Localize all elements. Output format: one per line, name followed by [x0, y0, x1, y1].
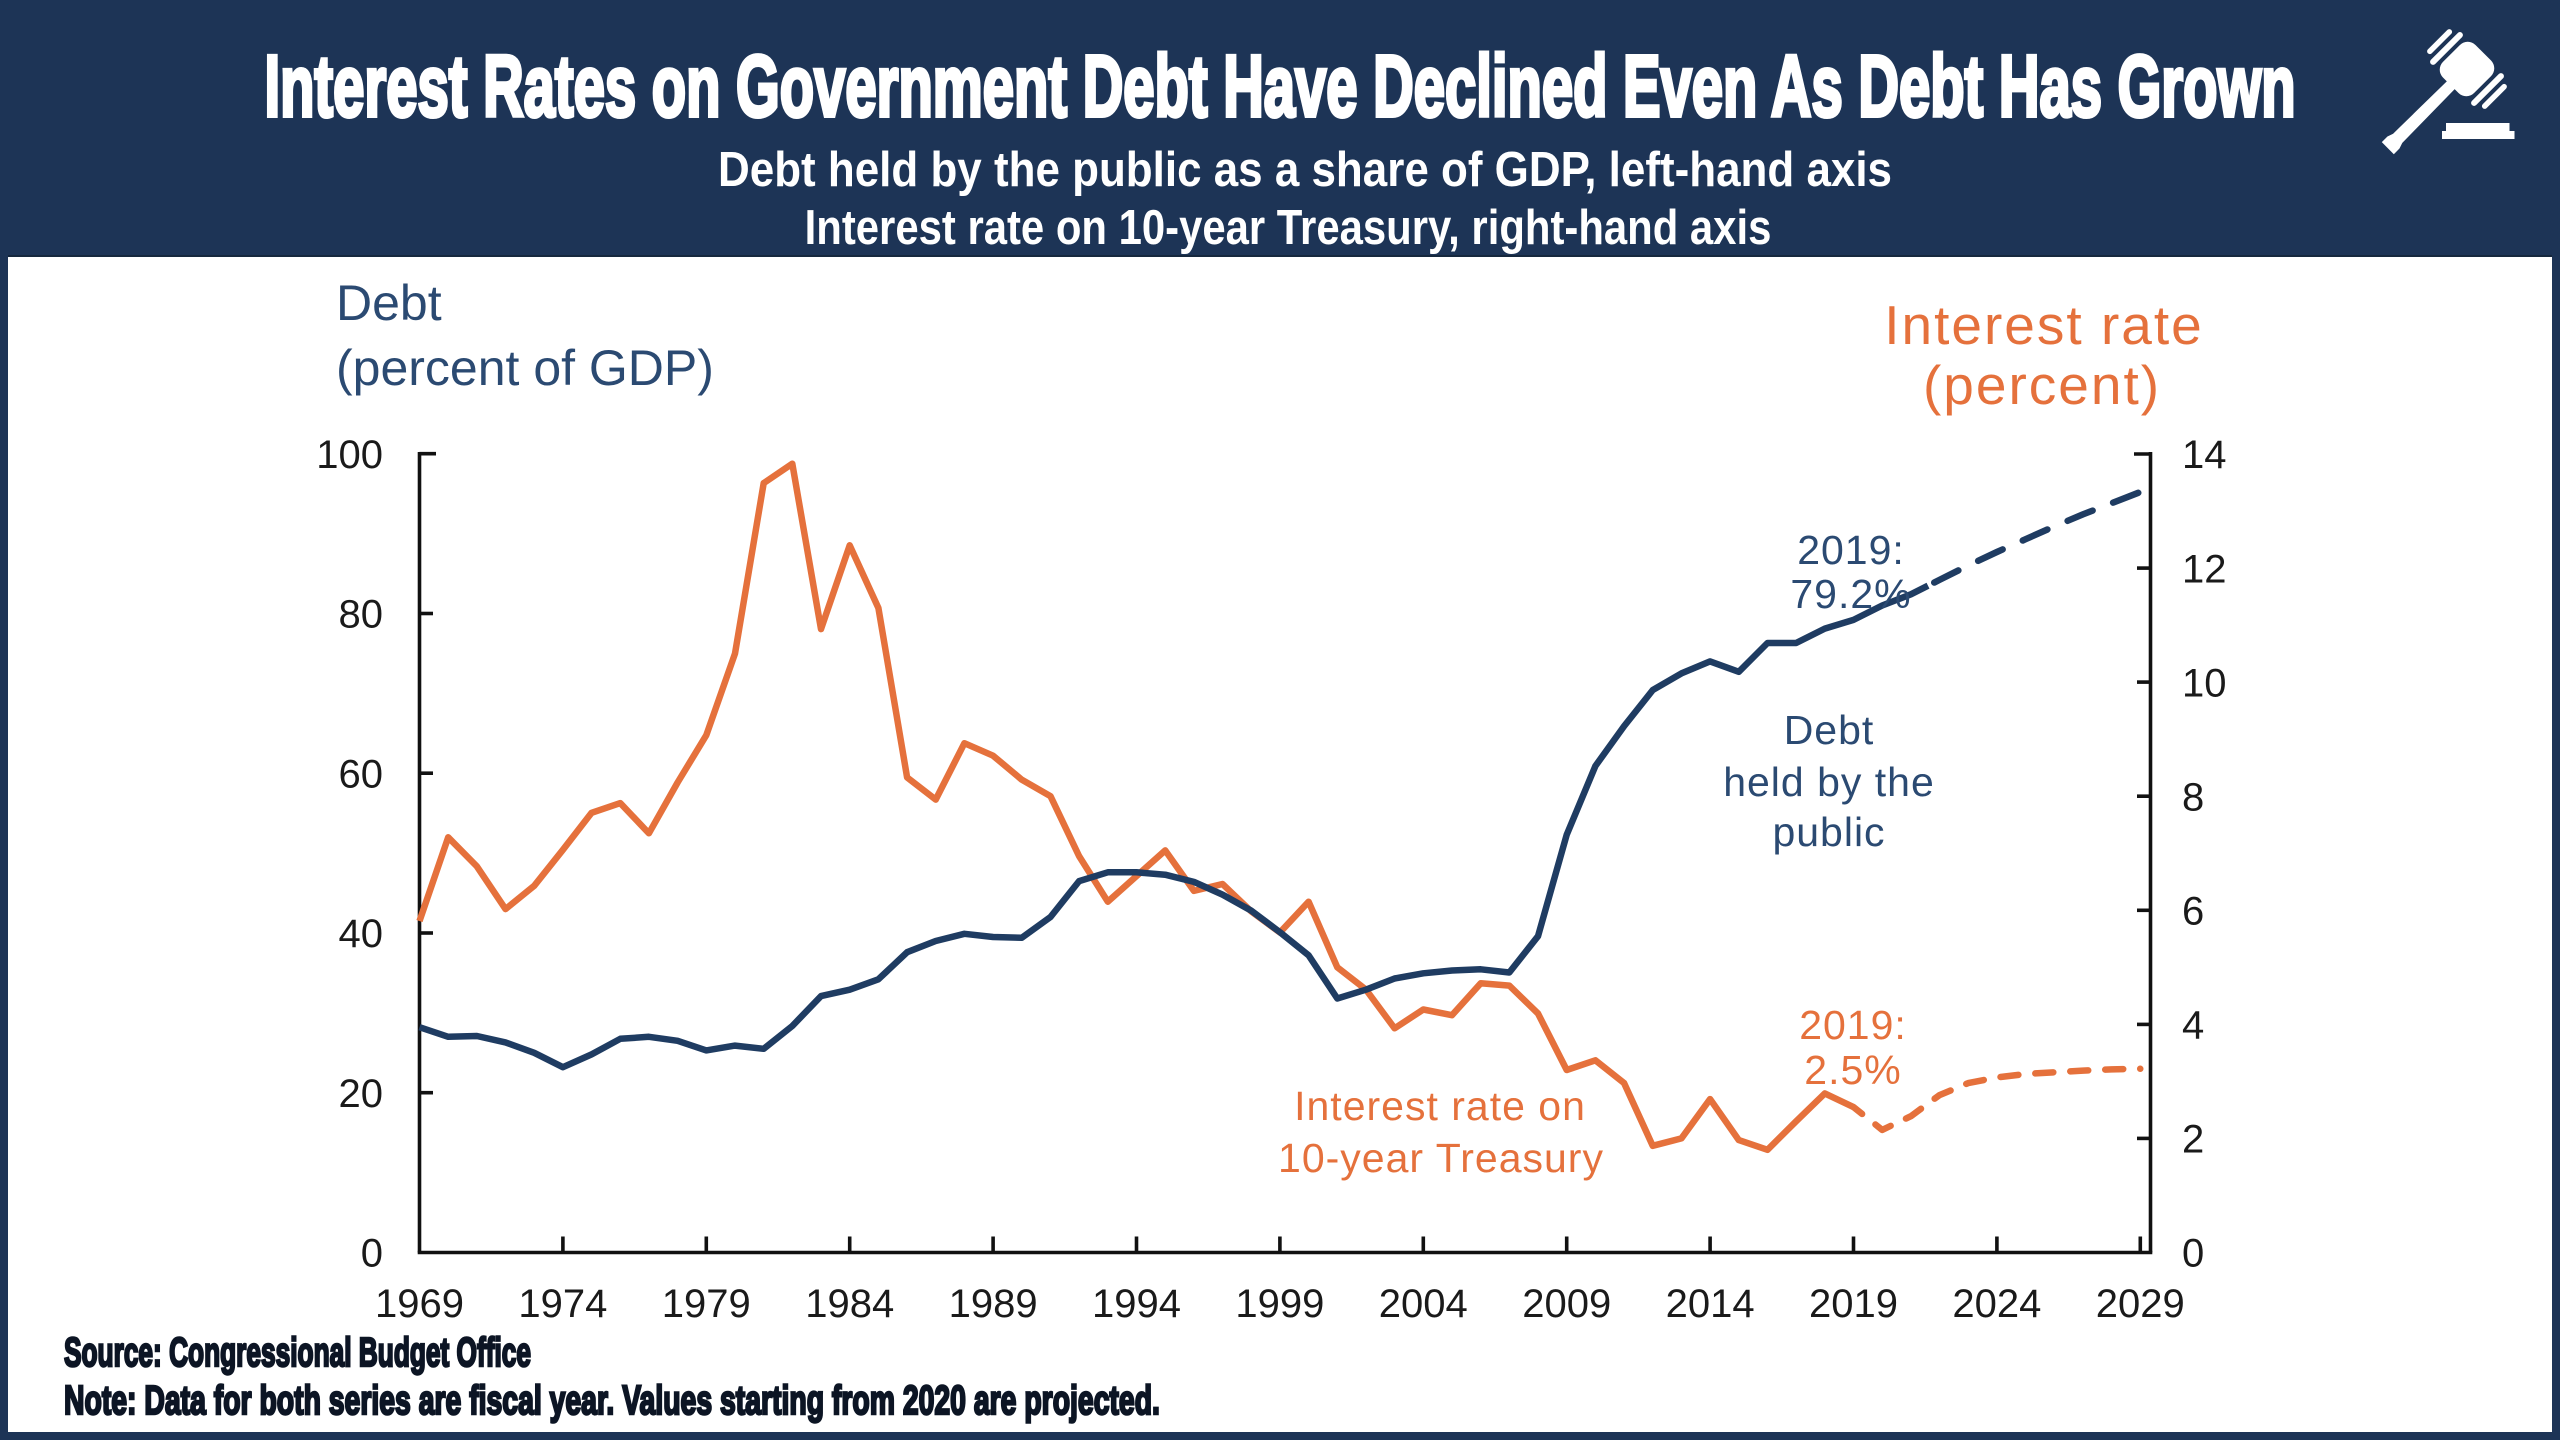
svg-text:public: public — [1772, 809, 1885, 855]
svg-text:2: 2 — [2182, 1118, 2204, 1162]
svg-text:14: 14 — [2182, 433, 2227, 477]
svg-text:(percent): (percent) — [1923, 354, 2161, 416]
svg-text:1994: 1994 — [1092, 1282, 1181, 1326]
svg-text:(percent of GDP): (percent of GDP) — [336, 340, 714, 396]
svg-text:2.5%: 2.5% — [1804, 1047, 1901, 1093]
svg-text:1984: 1984 — [805, 1282, 894, 1326]
svg-text:2014: 2014 — [1666, 1282, 1755, 1326]
svg-text:12: 12 — [2182, 547, 2227, 591]
svg-text:8: 8 — [2182, 775, 2204, 819]
svg-text:10: 10 — [2182, 661, 2227, 705]
svg-text:10-year Treasury: 10-year Treasury — [1278, 1135, 1604, 1181]
svg-text:2024: 2024 — [1952, 1282, 2041, 1326]
svg-text:held by the: held by the — [1723, 759, 1935, 805]
svg-text:80: 80 — [339, 593, 384, 637]
svg-text:Debt: Debt — [336, 275, 442, 331]
svg-text:20: 20 — [339, 1072, 384, 1116]
svg-text:Interest rate: Interest rate — [1884, 294, 2203, 356]
svg-text:100: 100 — [316, 433, 383, 477]
svg-text:4: 4 — [2182, 1004, 2204, 1048]
svg-text:2019:: 2019: — [1797, 527, 1905, 573]
svg-text:Debt: Debt — [1784, 707, 1875, 753]
svg-text:6: 6 — [2182, 890, 2204, 934]
svg-text:0: 0 — [361, 1232, 383, 1276]
svg-text:40: 40 — [339, 912, 384, 956]
svg-text:2029: 2029 — [2096, 1282, 2185, 1326]
svg-text:2019: 2019 — [1809, 1282, 1898, 1326]
svg-text:1979: 1979 — [662, 1282, 751, 1326]
svg-text:2019:: 2019: — [1799, 1002, 1907, 1048]
svg-text:1989: 1989 — [949, 1282, 1038, 1326]
svg-text:Interest rate on: Interest rate on — [1294, 1083, 1586, 1129]
svg-text:2009: 2009 — [1522, 1282, 1611, 1326]
svg-text:2004: 2004 — [1379, 1282, 1468, 1326]
svg-text:60: 60 — [339, 752, 384, 796]
svg-text:0: 0 — [2182, 1232, 2204, 1276]
svg-text:1969: 1969 — [375, 1282, 464, 1326]
svg-text:1999: 1999 — [1235, 1282, 1324, 1326]
svg-text:1974: 1974 — [518, 1282, 607, 1326]
svg-text:79.2%: 79.2% — [1790, 571, 1911, 617]
